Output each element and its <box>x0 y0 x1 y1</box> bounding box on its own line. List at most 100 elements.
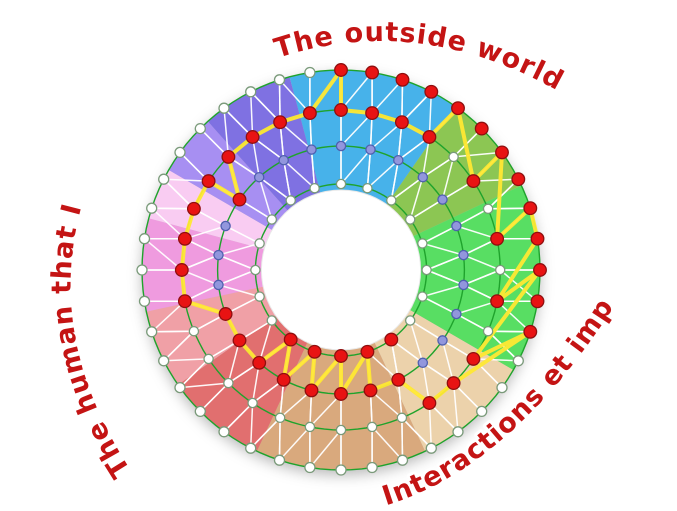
red-node <box>307 344 322 359</box>
sector-light-pink <box>148 170 273 250</box>
mesh-line <box>227 340 241 384</box>
node <box>396 454 409 466</box>
node <box>218 102 230 114</box>
node <box>188 325 200 337</box>
mesh-line <box>218 242 260 256</box>
sector-light-tan <box>374 310 514 452</box>
red-node <box>363 383 378 398</box>
red-node <box>177 294 192 309</box>
mesh-line <box>453 151 503 158</box>
red-node <box>218 307 233 321</box>
node <box>396 412 408 424</box>
red-node <box>466 351 481 366</box>
node <box>213 249 224 261</box>
node <box>174 146 186 159</box>
node <box>250 264 261 276</box>
red-node <box>511 172 526 187</box>
mesh-line <box>371 426 404 461</box>
node <box>365 144 376 155</box>
node <box>304 66 316 79</box>
mesh-line <box>223 108 230 157</box>
mesh-line <box>309 429 342 468</box>
red-node <box>334 349 348 363</box>
mesh-line <box>310 149 316 189</box>
mesh-line <box>366 149 372 189</box>
node <box>158 173 170 185</box>
red-node <box>232 333 247 348</box>
red-node <box>422 130 437 144</box>
mesh-line <box>218 269 256 286</box>
red-node <box>177 231 192 246</box>
node <box>254 291 265 302</box>
red-node <box>446 376 461 391</box>
node <box>458 249 469 261</box>
node <box>306 144 317 155</box>
mesh-line <box>428 91 433 138</box>
node <box>266 315 278 326</box>
red-node <box>273 115 288 130</box>
node <box>421 264 432 276</box>
node <box>335 178 347 190</box>
red-node <box>245 130 260 144</box>
mesh-line <box>184 225 226 240</box>
mesh-line <box>250 417 281 449</box>
node <box>496 381 508 394</box>
mesh-line <box>218 284 260 298</box>
red-node <box>365 106 380 121</box>
node <box>335 464 347 476</box>
node <box>425 442 437 454</box>
node <box>366 461 378 474</box>
node <box>278 154 289 166</box>
node <box>452 426 464 438</box>
node <box>266 214 278 225</box>
node <box>174 381 186 394</box>
node <box>362 182 373 194</box>
mesh-line <box>151 330 194 333</box>
mesh-line <box>366 159 399 189</box>
node <box>404 315 416 326</box>
node <box>451 308 462 320</box>
node <box>482 203 494 215</box>
mesh-line <box>278 417 281 461</box>
red-node <box>391 372 406 387</box>
node <box>417 357 429 369</box>
red-node <box>186 201 201 216</box>
node <box>451 220 462 232</box>
red-node <box>533 263 547 277</box>
node <box>194 405 206 418</box>
red-node <box>466 174 481 189</box>
node <box>220 220 231 232</box>
mesh-line <box>258 320 273 364</box>
node <box>309 182 320 194</box>
mesh-line <box>428 402 433 449</box>
node <box>335 424 347 436</box>
mesh-line <box>309 393 342 428</box>
node <box>138 233 151 245</box>
mesh-line <box>282 160 292 201</box>
red-node <box>395 72 410 87</box>
mesh-line <box>179 358 210 389</box>
node <box>213 279 224 291</box>
node <box>448 151 459 163</box>
wheel-hole <box>260 189 422 351</box>
node <box>366 421 378 433</box>
red-node <box>490 231 505 246</box>
red-node <box>422 396 437 410</box>
node <box>245 442 257 454</box>
mesh-line <box>258 176 292 202</box>
node <box>194 122 206 135</box>
mesh-line <box>163 330 195 362</box>
node <box>304 461 316 474</box>
mesh-line <box>151 300 186 333</box>
red-node <box>530 231 545 246</box>
mesh-line <box>456 300 498 315</box>
red-node <box>365 65 380 80</box>
red-node <box>474 121 489 136</box>
node <box>482 325 494 337</box>
node <box>285 195 296 206</box>
mesh-line <box>283 159 316 189</box>
node <box>417 171 429 183</box>
mesh-line <box>278 79 281 123</box>
mesh-line <box>463 269 501 286</box>
